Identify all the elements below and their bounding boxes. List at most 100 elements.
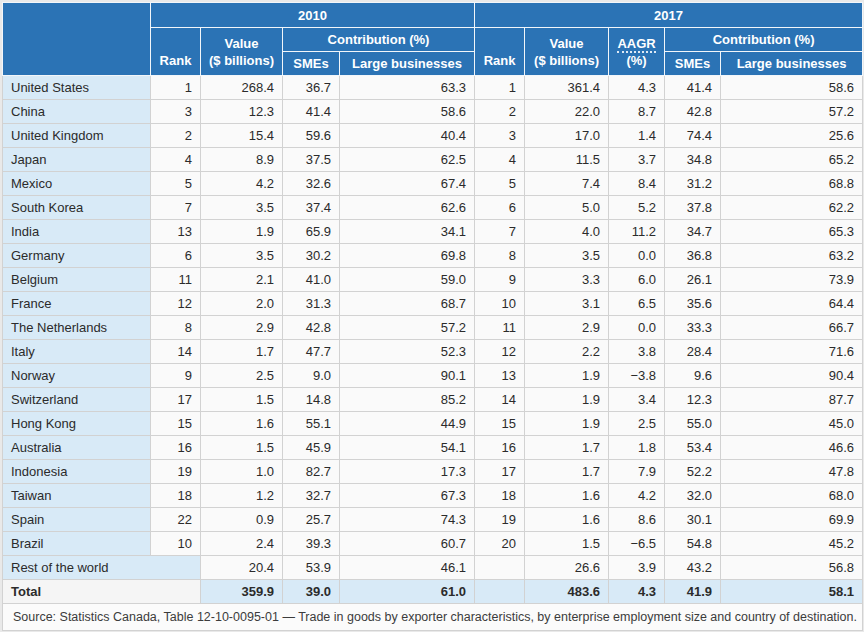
cell-2017-value: 1.9 xyxy=(525,388,609,412)
country-cell: Belgium xyxy=(3,268,151,292)
total-row: Total 359.9 39.0 61.0 483.6 4.3 41.9 58.… xyxy=(3,580,863,604)
page: 2010 2017 Rank Value ($ billions) Contri… xyxy=(0,0,864,632)
cell-2010-smes: 9.0 xyxy=(283,364,340,388)
table-row: Taiwan 18 1.2 32.7 67.3 18 1.6 4.2 32.0 … xyxy=(3,484,863,508)
cell-2017-rank: 17 xyxy=(475,460,525,484)
table-footer: Source: Statistics Canada, Table 12-10-0… xyxy=(3,604,863,631)
cell-2010-large: 46.1 xyxy=(340,556,475,580)
cell-2010-value: 15.4 xyxy=(201,124,283,148)
smes-2010-header: SMEs xyxy=(283,52,340,76)
cell-2010-smes: 59.6 xyxy=(283,124,340,148)
rank-2017-header: Rank xyxy=(475,28,525,76)
source-note: Source: Statistics Canada, Table 12-10-0… xyxy=(3,604,863,631)
cell-2017-value: 2.2 xyxy=(525,340,609,364)
country-cell: United Kingdom xyxy=(3,124,151,148)
cell-2017-aagr: 3.7 xyxy=(609,148,665,172)
cell-2017-large: 46.6 xyxy=(721,436,863,460)
country-cell: Hong Kong xyxy=(3,412,151,436)
cell-2017-aagr: 4.3 xyxy=(609,580,665,604)
cell-2017-rank: 3 xyxy=(475,124,525,148)
cell-2010-large: 61.0 xyxy=(340,580,475,604)
corner-cell xyxy=(3,3,151,76)
cell-2017-large: 64.4 xyxy=(721,292,863,316)
cell-2010-smes: 37.4 xyxy=(283,196,340,220)
table-row: Spain 22 0.9 25.7 74.3 19 1.6 8.6 30.1 6… xyxy=(3,508,863,532)
cell-2017-smes: 54.8 xyxy=(665,532,721,556)
cell-2017-rank: 8 xyxy=(475,244,525,268)
cell-2017-value: 3.5 xyxy=(525,244,609,268)
cell-2017-value: 3.3 xyxy=(525,268,609,292)
cell-2017-smes: 33.3 xyxy=(665,316,721,340)
cell-2010-large: 17.3 xyxy=(340,460,475,484)
table-row: Germany 6 3.5 30.2 69.8 8 3.5 0.0 36.8 6… xyxy=(3,244,863,268)
cell-2010-large: 62.5 xyxy=(340,148,475,172)
cell-2017-smes: 41.9 xyxy=(665,580,721,604)
country-cell: Switzerland xyxy=(3,388,151,412)
cell-2017-smes: 42.8 xyxy=(665,100,721,124)
country-cell: Australia xyxy=(3,436,151,460)
cell-2010-value: 12.3 xyxy=(201,100,283,124)
cell-2017-aagr: 3.9 xyxy=(609,556,665,580)
country-cell: Germany xyxy=(3,244,151,268)
cell-2017-rank: 11 xyxy=(475,316,525,340)
cell-2010-value: 2.5 xyxy=(201,364,283,388)
cell-2010-value: 2.9 xyxy=(201,316,283,340)
cell-2010-value: 2.1 xyxy=(201,268,283,292)
cell-2010-value: 1.2 xyxy=(201,484,283,508)
cell-2017-aagr: 0.0 xyxy=(609,244,665,268)
cell-2017-large: 45.2 xyxy=(721,532,863,556)
cell-2017-smes: 32.0 xyxy=(665,484,721,508)
value-unit-label: ($ billions) xyxy=(534,53,599,68)
cell-2010-large: 57.2 xyxy=(340,316,475,340)
cell-2017-value: 5.0 xyxy=(525,196,609,220)
cell-2017-large: 45.0 xyxy=(721,412,863,436)
cell-2017-smes: 31.2 xyxy=(665,172,721,196)
table-row: Japan 4 8.9 37.5 62.5 4 11.5 3.7 34.8 65… xyxy=(3,148,863,172)
cell-2010-value: 3.5 xyxy=(201,196,283,220)
cell-2010-smes: 25.7 xyxy=(283,508,340,532)
contribution-2010-header: Contribution (%) xyxy=(283,28,475,52)
cell-2010-value: 2.4 xyxy=(201,532,283,556)
cell-2010-rank: 2 xyxy=(151,124,201,148)
cell-2010-rank: 10 xyxy=(151,532,201,556)
cell-2010-rank: 5 xyxy=(151,172,201,196)
large-2017-header: Large businesses xyxy=(721,52,863,76)
aagr-abbr[interactable]: AAGR xyxy=(617,36,655,53)
cell-2017-aagr: 8.7 xyxy=(609,100,665,124)
cell-2017-value: 26.6 xyxy=(525,556,609,580)
cell-2017-smes: 53.4 xyxy=(665,436,721,460)
cell-2017-smes: 28.4 xyxy=(665,340,721,364)
table-row: South Korea 7 3.5 37.4 62.6 6 5.0 5.2 37… xyxy=(3,196,863,220)
cell-2017-rank: 4 xyxy=(475,148,525,172)
cell-2010-large: 44.9 xyxy=(340,412,475,436)
year-header-row: 2010 2017 xyxy=(3,3,863,28)
table-row: India 13 1.9 65.9 34.1 7 4.0 11.2 34.7 6… xyxy=(3,220,863,244)
cell-2010-large: 54.1 xyxy=(340,436,475,460)
cell-2010-rank: 14 xyxy=(151,340,201,364)
cell-2017-large: 62.2 xyxy=(721,196,863,220)
cell-2010-rank: 3 xyxy=(151,100,201,124)
value-2017-header: Value ($ billions) xyxy=(525,28,609,76)
cell-2017-smes: 43.2 xyxy=(665,556,721,580)
cell-2017-rank: 15 xyxy=(475,412,525,436)
cell-2010-smes: 30.2 xyxy=(283,244,340,268)
cell-2017-aagr: 4.2 xyxy=(609,484,665,508)
cell-2017-large: 63.2 xyxy=(721,244,863,268)
total-label: Total xyxy=(3,580,201,604)
cell-2010-rank: 1 xyxy=(151,76,201,100)
cell-2010-large: 67.3 xyxy=(340,484,475,508)
country-cell: Italy xyxy=(3,340,151,364)
country-cell: South Korea xyxy=(3,196,151,220)
cell-2010-rank: 13 xyxy=(151,220,201,244)
cell-2017-large: 25.6 xyxy=(721,124,863,148)
cell-2010-smes: 14.8 xyxy=(283,388,340,412)
cell-2017-rank: 12 xyxy=(475,340,525,364)
cell-2017-value: 483.6 xyxy=(525,580,609,604)
cell-2017-aagr: 5.2 xyxy=(609,196,665,220)
cell-2010-smes: 36.7 xyxy=(283,76,340,100)
table-row: France 12 2.0 31.3 68.7 10 3.1 6.5 35.6 … xyxy=(3,292,863,316)
cell-2017-rank: 10 xyxy=(475,292,525,316)
cell-2017-large: 57.2 xyxy=(721,100,863,124)
cell-2017-rank: 6 xyxy=(475,196,525,220)
value-label: Value xyxy=(550,36,584,51)
